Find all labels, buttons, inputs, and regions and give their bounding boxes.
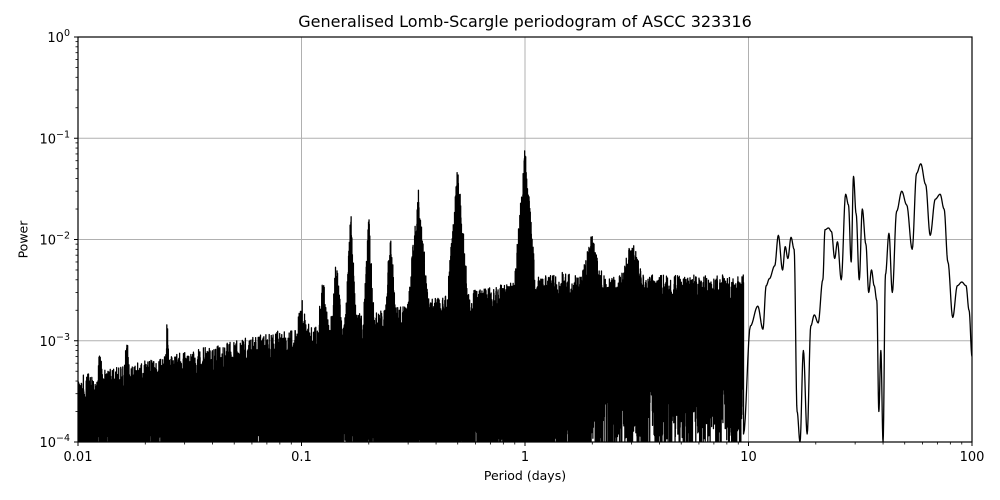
y-tick-label: 10−1: [39, 129, 70, 147]
x-tick-label: 0.01: [64, 450, 93, 465]
periodogram-series: [78, 150, 972, 442]
x-tick-label: 10: [740, 450, 757, 465]
y-tick-label: 10−2: [39, 231, 70, 249]
x-tick-label: 1: [521, 450, 529, 465]
x-tick-label: 100: [960, 450, 985, 465]
y-axis-ticks: 10−4 10−3 10−2 10−1 100: [39, 28, 78, 451]
x-tick-label: 0.1: [291, 450, 312, 465]
y-tick-label: 100: [47, 28, 70, 46]
y-tick-label: 10−4: [39, 433, 70, 451]
x-axis-ticks: 0.01 0.1 1 10 100: [64, 442, 985, 465]
y-tick-label: 10−3: [39, 332, 70, 350]
x-axis-label: Period (days): [483, 468, 567, 483]
chart-title: Generalised Lomb-Scargle periodogram of …: [298, 12, 752, 31]
